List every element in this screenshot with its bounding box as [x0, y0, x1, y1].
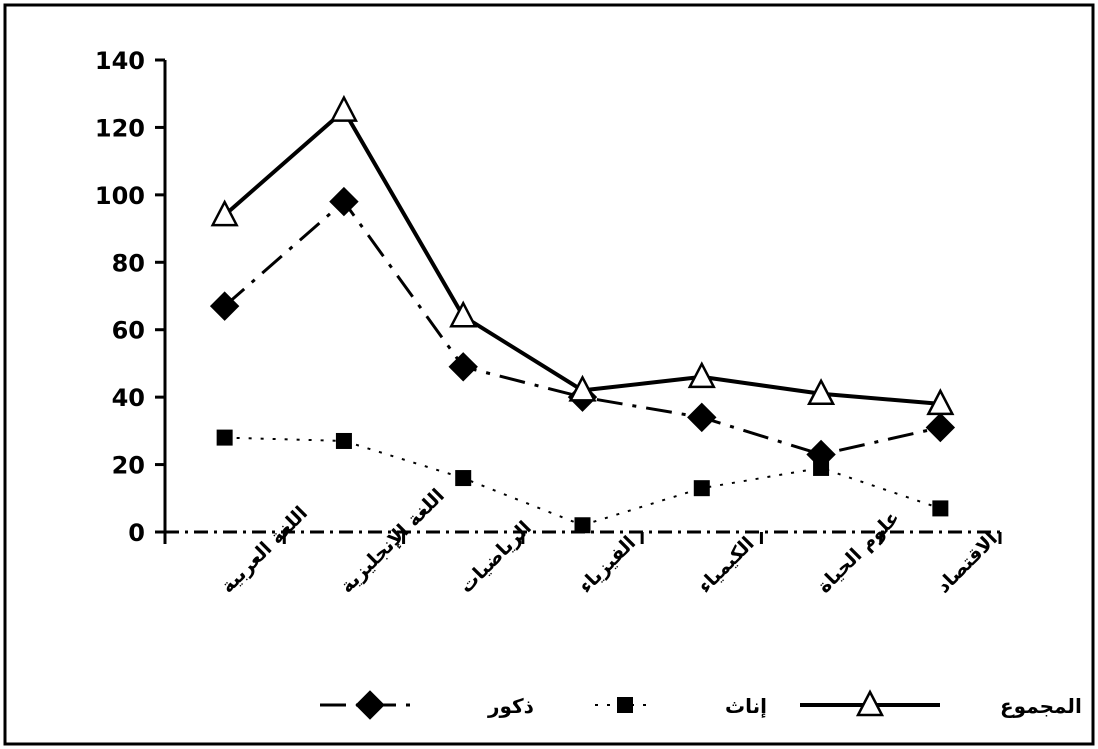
series-diamond-group: [209, 186, 956, 470]
legend-label: إناث: [725, 694, 767, 718]
legend-item-square: إناث: [595, 694, 767, 718]
y-tick-label: 100: [95, 182, 145, 210]
series-triangle-point: [329, 94, 358, 122]
series-triangle-point: [449, 300, 478, 328]
legend-marker: [617, 697, 633, 713]
series-square-point: [693, 480, 710, 497]
series-triangle-point: [210, 199, 239, 227]
y-axis-ticks: 0 20 40 60 80 100 120 140: [95, 47, 165, 547]
series-diamond-point: [329, 186, 359, 217]
y-tick-label: 120: [95, 114, 145, 142]
legend-item-diamond: ذكور: [320, 690, 534, 720]
legend-item-triangle: المجموع: [800, 689, 1082, 718]
y-tick-label: 80: [112, 249, 145, 277]
series-triangle-point: [807, 378, 836, 406]
y-tick-label: 60: [112, 317, 145, 345]
legend-marker: [855, 689, 885, 717]
legend-label: المجموع: [1000, 694, 1082, 718]
series-square-point: [335, 432, 352, 449]
series-triangle-point: [926, 388, 955, 416]
chart-border: [3, 3, 1095, 746]
y-tick-label: 140: [95, 47, 145, 75]
y-tick-label: 40: [112, 384, 145, 412]
legend-label: ذكور: [487, 694, 534, 718]
series-square-point: [455, 470, 472, 487]
series-diamond-point: [448, 352, 478, 382]
series-diamond-point: [925, 412, 956, 443]
series-square-point: [216, 429, 233, 446]
series-diamond-point: [209, 291, 240, 321]
legend: المجموع إناث ذكور: [320, 689, 1082, 720]
series-square-point: [574, 517, 591, 534]
series-square-point: [932, 500, 949, 517]
series-diamond-point: [687, 402, 717, 433]
y-tick-label: 0: [128, 519, 145, 547]
series-layer: [209, 94, 956, 534]
series-diamond-point: [806, 439, 836, 470]
legend-marker: [355, 690, 385, 720]
series-triangle-group: [210, 94, 955, 416]
y-tick-label: 20: [112, 452, 145, 480]
series-triangle-point: [687, 361, 716, 389]
series-triangle-point: [568, 374, 597, 402]
